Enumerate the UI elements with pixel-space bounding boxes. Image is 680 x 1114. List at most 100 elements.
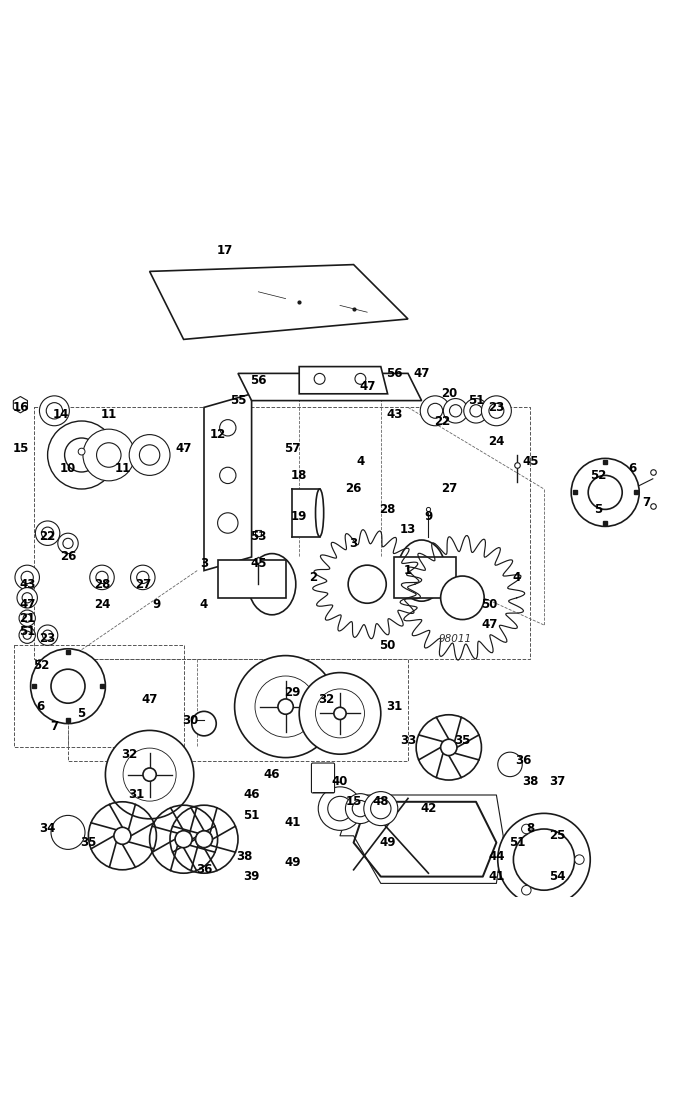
Text: 47: 47: [413, 367, 430, 380]
Circle shape: [97, 442, 121, 467]
FancyBboxPatch shape: [311, 763, 335, 793]
Circle shape: [498, 752, 522, 776]
Circle shape: [464, 399, 488, 423]
Text: 32: 32: [121, 747, 137, 761]
Text: 30: 30: [182, 714, 199, 726]
Text: 45: 45: [522, 456, 539, 468]
Circle shape: [481, 395, 511, 426]
Text: 13: 13: [400, 524, 416, 536]
Text: 32: 32: [318, 693, 335, 706]
Text: 54: 54: [549, 870, 566, 883]
Circle shape: [420, 395, 450, 426]
Text: 15: 15: [345, 795, 362, 809]
Text: 50: 50: [481, 598, 498, 612]
Circle shape: [328, 797, 352, 821]
Circle shape: [345, 793, 375, 823]
Circle shape: [371, 799, 391, 819]
Circle shape: [575, 854, 584, 864]
Text: 41: 41: [488, 870, 505, 883]
Text: 28: 28: [379, 502, 396, 516]
Circle shape: [137, 571, 149, 584]
Text: 56: 56: [250, 373, 267, 387]
Text: 11: 11: [114, 462, 131, 475]
Text: 38: 38: [522, 775, 539, 788]
Circle shape: [314, 373, 325, 384]
Circle shape: [441, 740, 457, 755]
Text: 9: 9: [152, 598, 160, 612]
Text: 49: 49: [379, 837, 396, 849]
Text: 15: 15: [12, 441, 29, 455]
Circle shape: [37, 625, 58, 645]
Text: 55: 55: [230, 394, 246, 407]
Text: 26: 26: [345, 482, 362, 496]
Circle shape: [143, 768, 156, 781]
Polygon shape: [238, 373, 422, 401]
Text: 51: 51: [509, 837, 525, 849]
Circle shape: [441, 576, 484, 619]
Text: 35: 35: [80, 837, 97, 849]
Text: 26: 26: [60, 550, 76, 564]
Text: 33: 33: [400, 734, 416, 747]
Circle shape: [571, 458, 639, 527]
Circle shape: [46, 402, 63, 419]
Text: 27: 27: [135, 578, 151, 590]
Text: 4: 4: [356, 456, 364, 468]
Text: 38: 38: [237, 850, 253, 862]
Circle shape: [139, 444, 160, 466]
Text: 5: 5: [594, 502, 602, 516]
Circle shape: [355, 373, 366, 384]
Text: 47: 47: [141, 693, 158, 706]
Text: 7: 7: [642, 496, 650, 509]
Text: 52: 52: [33, 659, 49, 673]
Text: 51: 51: [243, 809, 260, 822]
Text: 5: 5: [78, 707, 86, 720]
Circle shape: [299, 673, 381, 754]
Text: 7: 7: [50, 721, 58, 733]
Circle shape: [51, 670, 85, 703]
Circle shape: [449, 404, 462, 417]
Circle shape: [39, 395, 69, 426]
Text: 19: 19: [291, 510, 307, 522]
Text: 22: 22: [39, 530, 56, 544]
Text: 43: 43: [19, 578, 35, 590]
Text: 29: 29: [284, 686, 301, 700]
Circle shape: [48, 421, 116, 489]
Text: 24: 24: [488, 434, 505, 448]
Circle shape: [19, 610, 35, 626]
Circle shape: [522, 824, 531, 833]
Circle shape: [15, 565, 39, 589]
Circle shape: [114, 828, 131, 844]
Text: 35: 35: [454, 734, 471, 747]
Text: 9: 9: [424, 510, 432, 522]
Circle shape: [17, 587, 37, 608]
Circle shape: [35, 521, 60, 546]
Text: 52: 52: [590, 469, 607, 482]
Text: 56: 56: [386, 367, 403, 380]
Text: 43: 43: [386, 408, 403, 421]
Circle shape: [489, 403, 504, 418]
Text: 51: 51: [468, 394, 484, 407]
Circle shape: [129, 434, 170, 476]
Circle shape: [220, 420, 236, 436]
Circle shape: [175, 831, 192, 848]
Circle shape: [23, 632, 31, 639]
Circle shape: [334, 707, 346, 720]
Text: 11: 11: [101, 408, 117, 421]
Text: 10: 10: [60, 462, 76, 475]
Circle shape: [21, 571, 33, 584]
Circle shape: [364, 792, 398, 825]
Text: 6: 6: [628, 462, 636, 475]
Circle shape: [19, 627, 35, 644]
Bar: [218, 560, 286, 598]
Circle shape: [352, 801, 369, 817]
Circle shape: [31, 648, 105, 724]
Text: 14: 14: [53, 408, 69, 421]
Text: 31: 31: [128, 789, 144, 801]
Text: 98011: 98011: [439, 634, 472, 644]
Text: 24: 24: [94, 598, 110, 612]
Text: 4: 4: [513, 570, 521, 584]
Text: 28: 28: [94, 578, 110, 590]
Circle shape: [23, 614, 31, 623]
Bar: [394, 557, 456, 598]
Text: 41: 41: [284, 815, 301, 829]
